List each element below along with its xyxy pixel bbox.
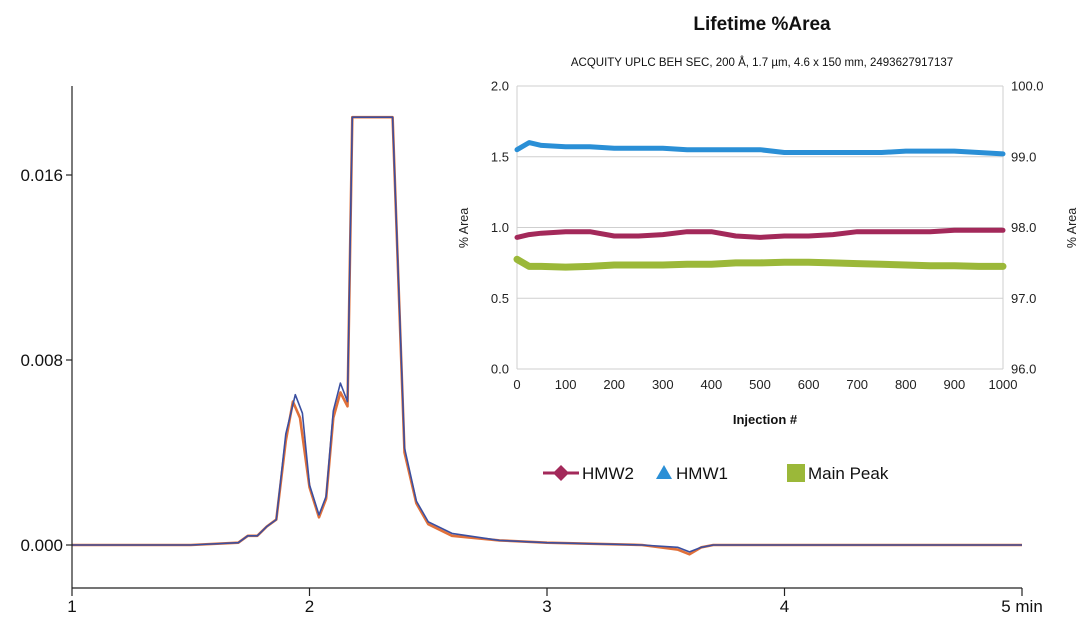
chromatogram-y-ticks: 0.000 0.008 0.016 — [20, 166, 72, 555]
triangle-icon — [656, 465, 672, 479]
inset-y2-tick-label: 98.0 — [1011, 220, 1036, 235]
chromatogram-x-tick-label: 5 min — [1001, 597, 1043, 616]
inset-legend: HMW2 HMW1 Main Peak — [543, 464, 889, 483]
chromatogram-trace — [72, 116, 1022, 553]
inset-x-tick-label: 500 — [749, 377, 771, 392]
inset-x-tick-label: 0 — [513, 377, 520, 392]
inset-y-tick-label: 0.0 — [491, 362, 509, 377]
inset-subtitle: ACQUITY UPLC BEH SEC, 200 Å, 1.7 µm, 4.6… — [571, 56, 953, 69]
chromatogram-x-ticks: 1 2 3 4 5 min — [67, 588, 1043, 616]
inset-y-ticks: 0.0 0.5 1.0 1.5 2.0 — [491, 79, 509, 377]
inset-x-tick-label: 700 — [846, 377, 868, 392]
chromatogram-y-tick-label: 0.016 — [20, 166, 63, 185]
square-icon — [787, 464, 805, 482]
inset-y-tick-label: 0.5 — [491, 291, 509, 306]
inset-y-axis-title: % Area — [457, 208, 471, 248]
inset-x-tick-label: 300 — [652, 377, 674, 392]
inset-y2-tick-label: 99.0 — [1011, 149, 1036, 164]
inset-y2-tick-label: 96.0 — [1011, 362, 1036, 377]
inset-x-tick-label: 800 — [895, 377, 917, 392]
inset-x-tick-label: 900 — [944, 377, 966, 392]
chromatogram-x-tick-label: 2 — [305, 597, 314, 616]
inset-y-tick-label: 1.0 — [491, 220, 509, 235]
inset-y2-tick-label: 97.0 — [1011, 291, 1036, 306]
chromatogram-x-tick-label: 3 — [542, 597, 551, 616]
inset-x-ticks: 0 100 200 300 400 500 600 700 800 900 1000 — [513, 377, 1017, 392]
inset-x-tick-label: 200 — [603, 377, 625, 392]
inset-y2-ticks: 96.0 97.0 98.0 99.0 100.0 — [1011, 79, 1044, 377]
chromatogram-y-tick-label: 0.000 — [20, 536, 63, 555]
inset-x-tick-label: 1000 — [989, 377, 1018, 392]
legend-label: Main Peak — [808, 464, 889, 483]
inset-x-tick-label: 400 — [701, 377, 723, 392]
inset-series — [513, 140, 1007, 271]
inset-title: Lifetime %Area — [693, 14, 831, 35]
chromatogram-x-tick-label: 4 — [780, 597, 789, 616]
inset-series-hmw1 — [514, 140, 1006, 157]
inset-x-axis-title: Injection # — [733, 412, 798, 427]
inset-series-main-peak — [513, 255, 1007, 271]
inset-gridlines — [516, 85, 1004, 370]
inset-y-tick-label: 1.5 — [491, 149, 509, 164]
chromatogram-y-tick-label: 0.008 — [20, 351, 63, 370]
legend-label: HMW1 — [676, 464, 728, 483]
inset-x-tick-label: 600 — [798, 377, 820, 392]
diamond-icon — [553, 465, 569, 481]
lifetime-area-chart: Lifetime %Area ACQUITY UPLC BEH SEC, 200… — [457, 14, 1079, 483]
inset-x-tick-label: 100 — [555, 377, 577, 392]
chromatogram-chart: 1 2 3 4 5 min 0.000 0.008 0.016 — [20, 86, 1043, 616]
chromatogram-traces — [72, 115, 1022, 556]
legend-label: HMW2 — [582, 464, 634, 483]
chromatogram-x-tick-label: 1 — [67, 597, 76, 616]
inset-y2-tick-label: 100.0 — [1011, 79, 1044, 94]
inset-y-tick-label: 2.0 — [491, 79, 509, 94]
inset-series-hmw2 — [514, 227, 1006, 240]
inset-y2-axis-title: % Area — [1065, 208, 1079, 248]
